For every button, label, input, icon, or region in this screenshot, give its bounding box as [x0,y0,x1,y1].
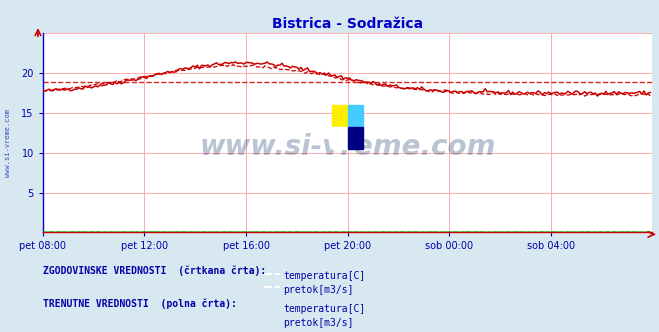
Title: Bistrica - Sodražica: Bistrica - Sodražica [272,17,423,31]
Bar [332,105,348,127]
Text: temperatura[C]: temperatura[C] [283,304,366,314]
Bar [332,127,348,149]
Text: pretok[m3/s]: pretok[m3/s] [283,285,354,294]
Text: ZGODOVINSKE VREDNOSTI  (črtkana črta):: ZGODOVINSKE VREDNOSTI (črtkana črta): [43,266,266,276]
Bar [348,105,363,127]
Text: www.si-vreme.com: www.si-vreme.com [200,133,496,161]
Text: www.si-vreme.com: www.si-vreme.com [5,109,11,177]
Text: pretok[m3/s]: pretok[m3/s] [283,318,354,328]
Bar [348,127,363,149]
Text: TRENUTNE VREDNOSTI  (polna črta):: TRENUTNE VREDNOSTI (polna črta): [43,299,237,309]
Text: temperatura[C]: temperatura[C] [283,271,366,281]
